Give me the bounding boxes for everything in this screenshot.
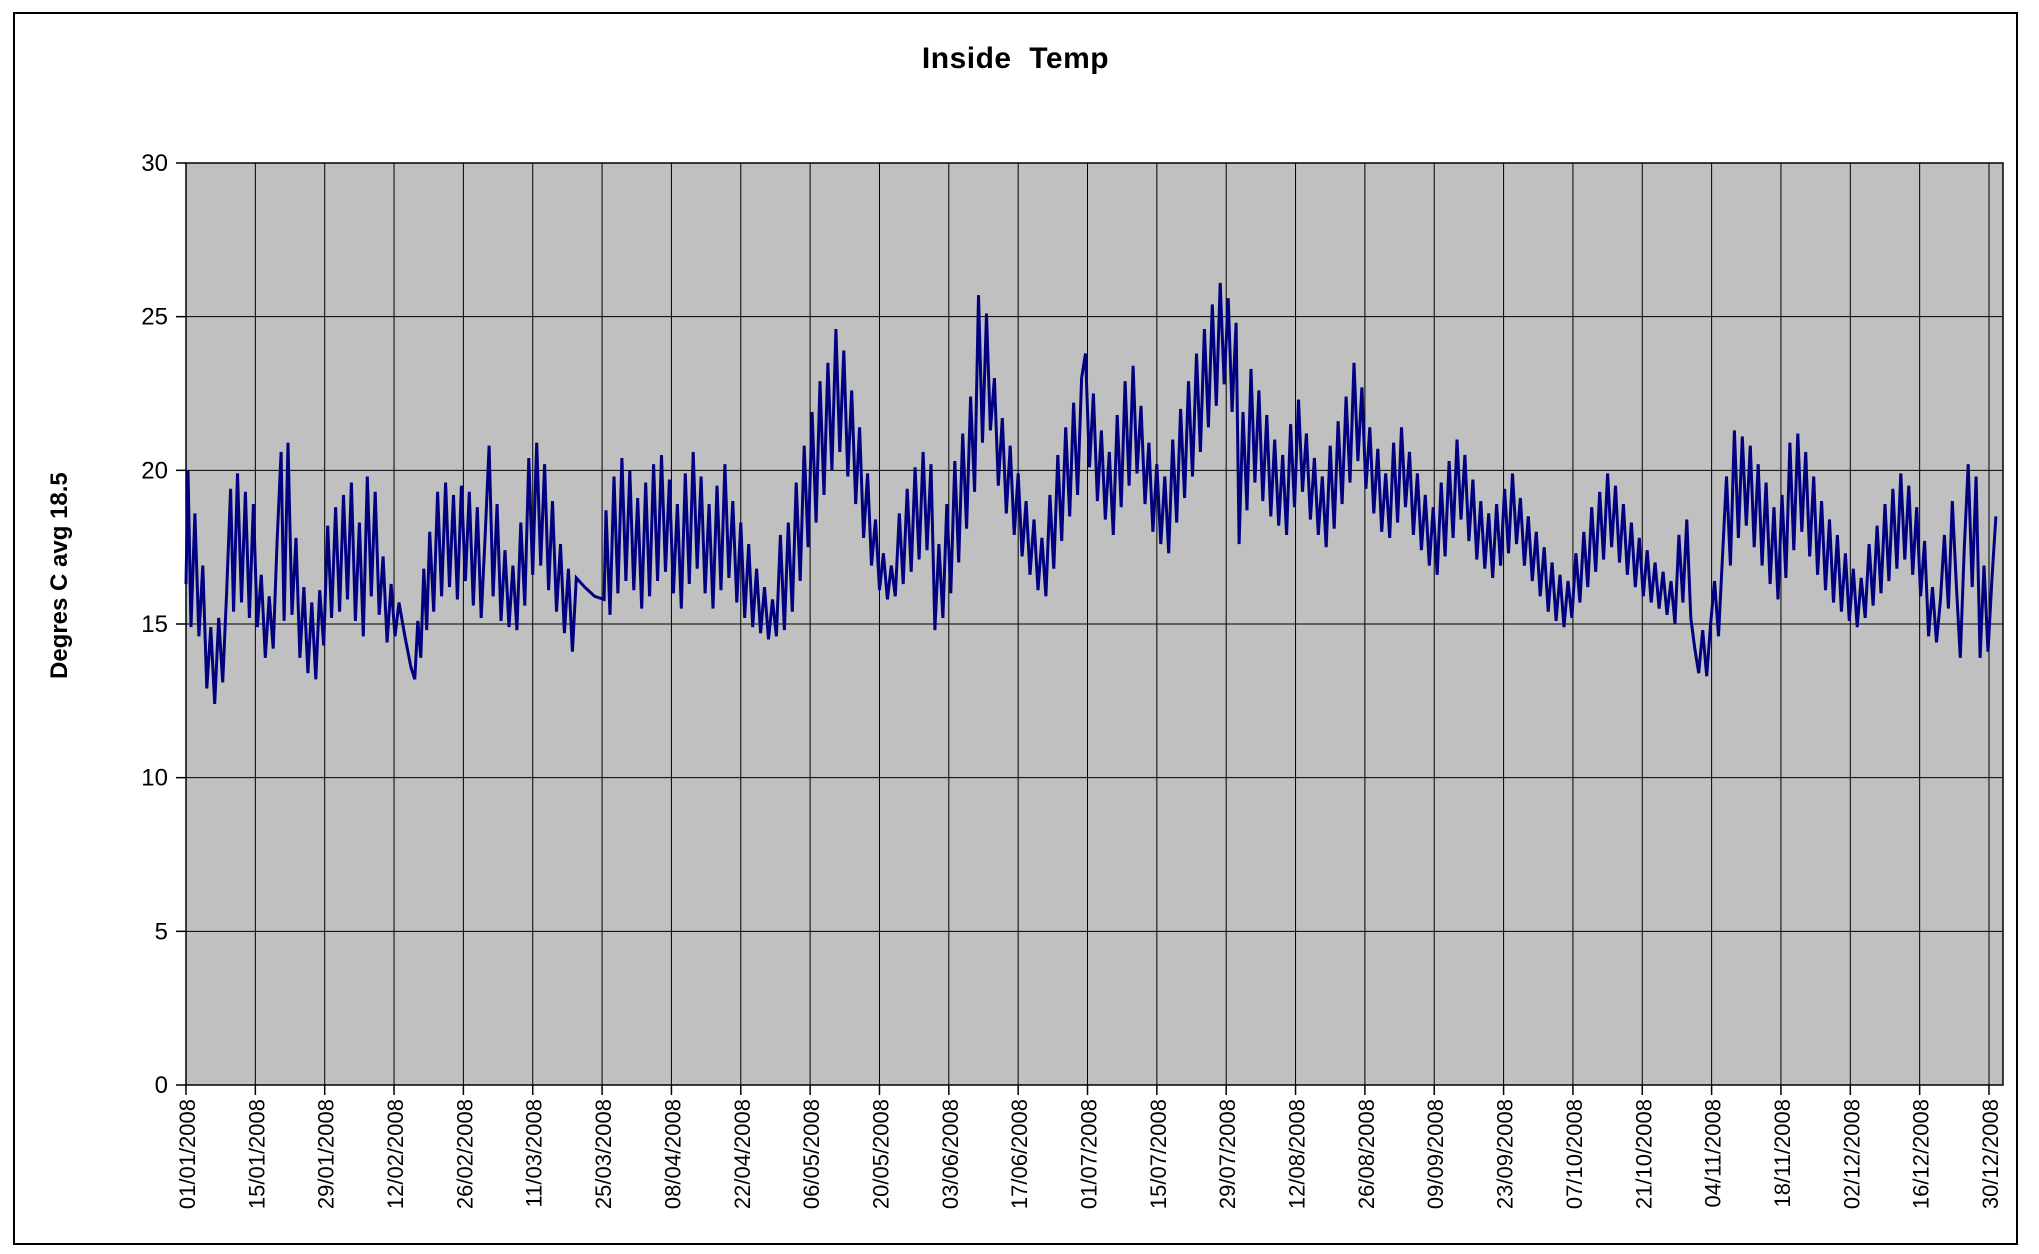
x-tick-label: 26/08/2008	[1354, 1099, 1379, 1209]
x-tick-label: 08/04/2008	[660, 1099, 685, 1209]
y-tick-label: 30	[141, 150, 168, 177]
x-tick-label: 04/11/2008	[1701, 1099, 1726, 1207]
y-tick-label: 20	[141, 457, 168, 484]
x-tick-label: 07/10/2008	[1562, 1099, 1587, 1209]
chart-frame: Inside Temp Degres C avg 18.5 01/01/2008…	[13, 12, 2018, 1245]
y-tick-label: 5	[155, 918, 168, 945]
x-tick-label: 22/04/2008	[730, 1099, 755, 1209]
y-tick-label: 10	[141, 765, 168, 792]
plot-area: 01/01/2008 15/01/2008 29/01/2008 12/02/2008…	[141, 150, 2004, 1209]
x-tick-label: 16/12/2008	[1909, 1099, 1934, 1209]
x-tick-label: 12/02/2008	[383, 1099, 408, 1209]
x-tick-label: 30/12/2008	[1978, 1099, 2003, 1209]
x-tick-label: 06/05/2008	[799, 1099, 824, 1209]
temperature-line	[184, 282, 1998, 704]
x-tick-label: 21/10/2008	[1631, 1099, 1656, 1209]
chart-title: Inside Temp	[921, 42, 1110, 75]
x-tick-label: 12/08/2008	[1285, 1099, 1310, 1209]
x-tick-label: 01/01/2008	[175, 1099, 200, 1209]
x-tick-label: 15/07/2008	[1146, 1099, 1171, 1209]
x-tick-label: 23/09/2008	[1493, 1099, 1518, 1209]
x-tick-label: 02/12/2008	[1839, 1099, 1864, 1209]
x-tick-label: 20/05/2008	[868, 1099, 893, 1209]
x-tick-label: 18/11/2008	[1770, 1099, 1795, 1207]
x-tick-label: 26/02/2008	[452, 1099, 477, 1209]
x-tick-label: 25/03/2008	[591, 1099, 616, 1209]
y-tick-label: 25	[141, 304, 168, 331]
x-tick-label: 17/06/2008	[1007, 1099, 1032, 1209]
y-tick-label: 15	[141, 611, 168, 638]
x-tick-label: 11/03/2008	[522, 1099, 547, 1207]
x-tick-label: 03/06/2008	[938, 1099, 963, 1209]
x-tick-label: 15/01/2008	[244, 1099, 269, 1209]
x-tick-label: 29/07/2008	[1215, 1099, 1240, 1209]
x-tick-label: 29/01/2008	[314, 1099, 339, 1209]
x-tick-label: 09/09/2008	[1423, 1099, 1448, 1209]
y-tick-label: 0	[155, 1072, 168, 1099]
x-tick-label: 01/07/2008	[1077, 1099, 1102, 1209]
